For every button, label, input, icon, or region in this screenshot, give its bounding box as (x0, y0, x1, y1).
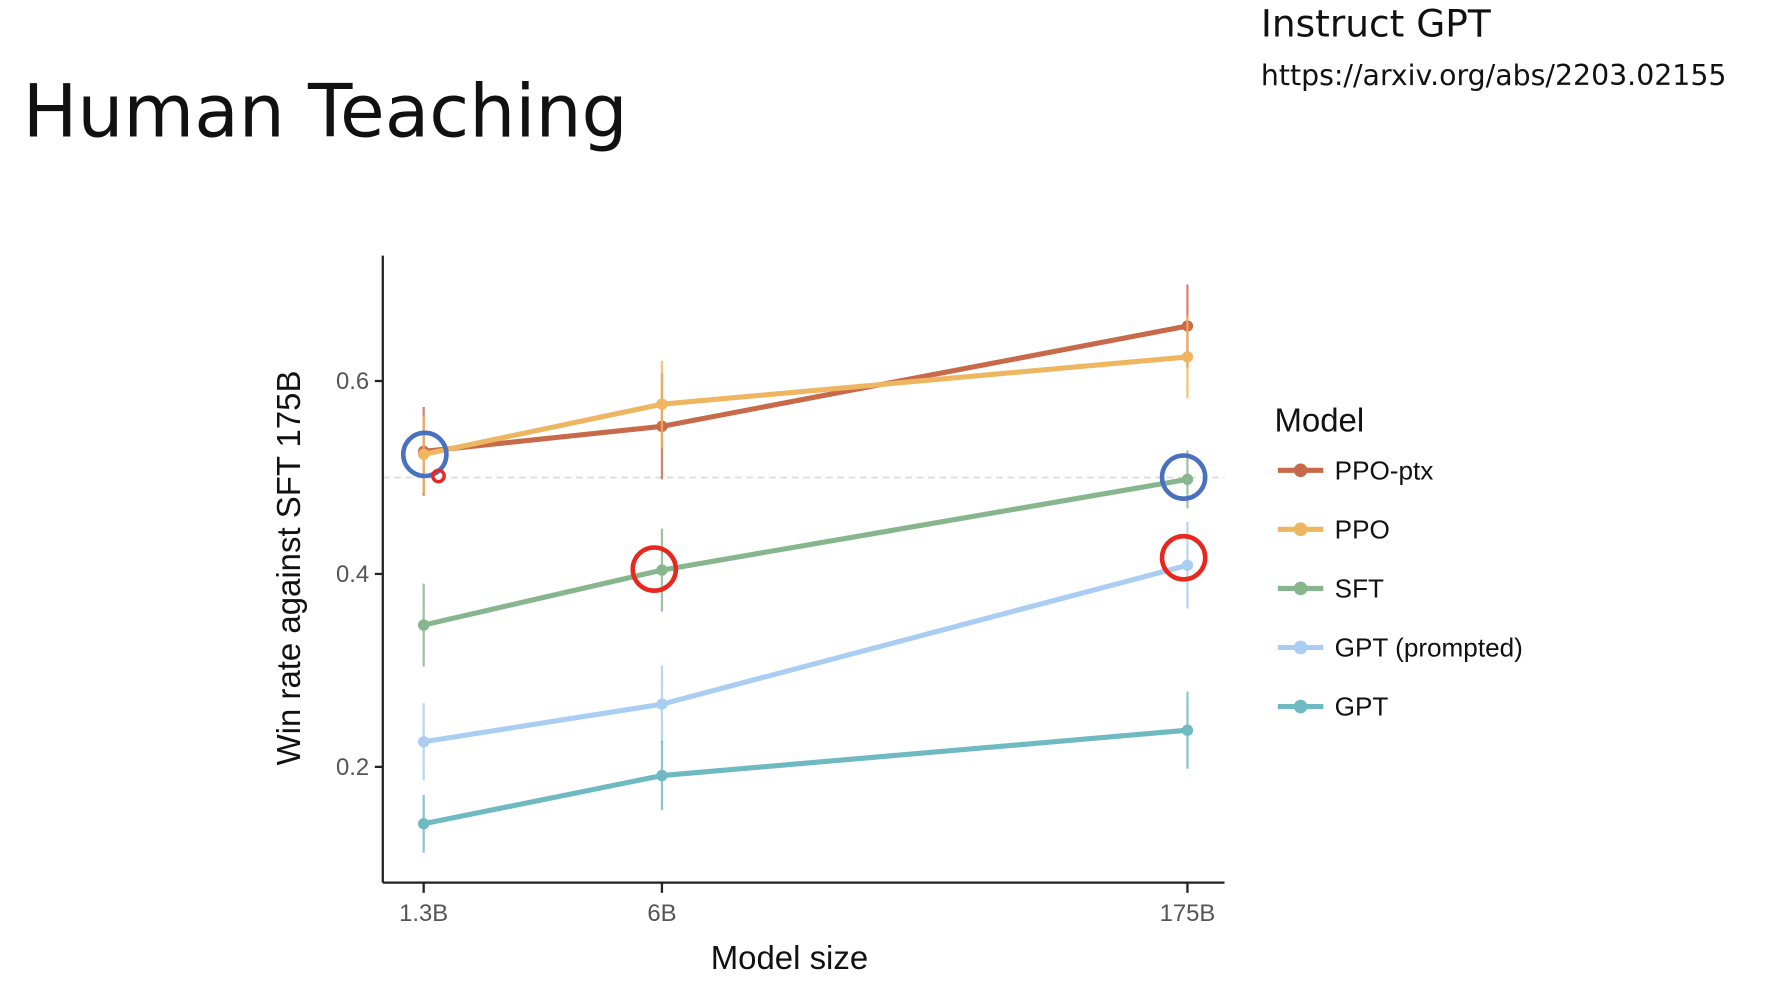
y-tick-label: 0.4 (336, 561, 369, 588)
y-tick-label: 0.2 (336, 754, 369, 781)
legend-swatch (1293, 581, 1308, 596)
legend-title: Model (1274, 402, 1364, 439)
series-line (423, 562, 1189, 745)
legend-label: PPO-ptx (1335, 455, 1434, 485)
x-axis-label: Model size (711, 939, 868, 976)
legend-label: GPT (1335, 692, 1389, 722)
highlight-circle (400, 430, 449, 479)
data-point (1181, 724, 1194, 736)
y-tick-label: 0.6 (336, 368, 369, 395)
data-point (1181, 559, 1194, 571)
legend-label: GPT (prompted) (1335, 633, 1523, 663)
data-point (1181, 351, 1194, 363)
x-tick-label: 6B (647, 900, 676, 927)
highlight-circle (1159, 533, 1208, 582)
legend-swatch (1293, 463, 1308, 478)
legend-swatch (1293, 522, 1308, 537)
data-point (1181, 473, 1194, 486)
reference-title: Instruct GPT (1261, 1, 1491, 45)
data-point (656, 398, 668, 410)
reference-url: https://arxiv.org/abs/2203.02155 (1261, 59, 1727, 92)
y-axis-label: Win rate against SFT 175B (270, 371, 307, 766)
legend-label: PPO (1335, 514, 1390, 544)
legend-label: SFT (1335, 574, 1384, 604)
slide-title: Human Teaching (23, 70, 628, 154)
highlight-circle (630, 545, 679, 593)
data-point (417, 448, 430, 461)
legend-swatch (1293, 640, 1308, 655)
data-point (417, 736, 430, 748)
x-tick-label: 1.3B (399, 900, 448, 927)
legend-swatch (1293, 699, 1308, 714)
highlight-dot (431, 468, 446, 484)
data-point (656, 564, 668, 576)
x-tick-label: 175B (1160, 900, 1216, 927)
plot: 0.2 0.4 0.6 1.3B 6B 175B PPO-ptx PPO SFT GPT (pro… (336, 255, 1523, 927)
data-point (417, 619, 430, 631)
series-line (423, 476, 1188, 628)
data-point (656, 698, 668, 710)
data-point (417, 818, 430, 830)
data-point (656, 769, 668, 782)
series-line (423, 727, 1188, 827)
highlight-circle (1159, 453, 1208, 501)
